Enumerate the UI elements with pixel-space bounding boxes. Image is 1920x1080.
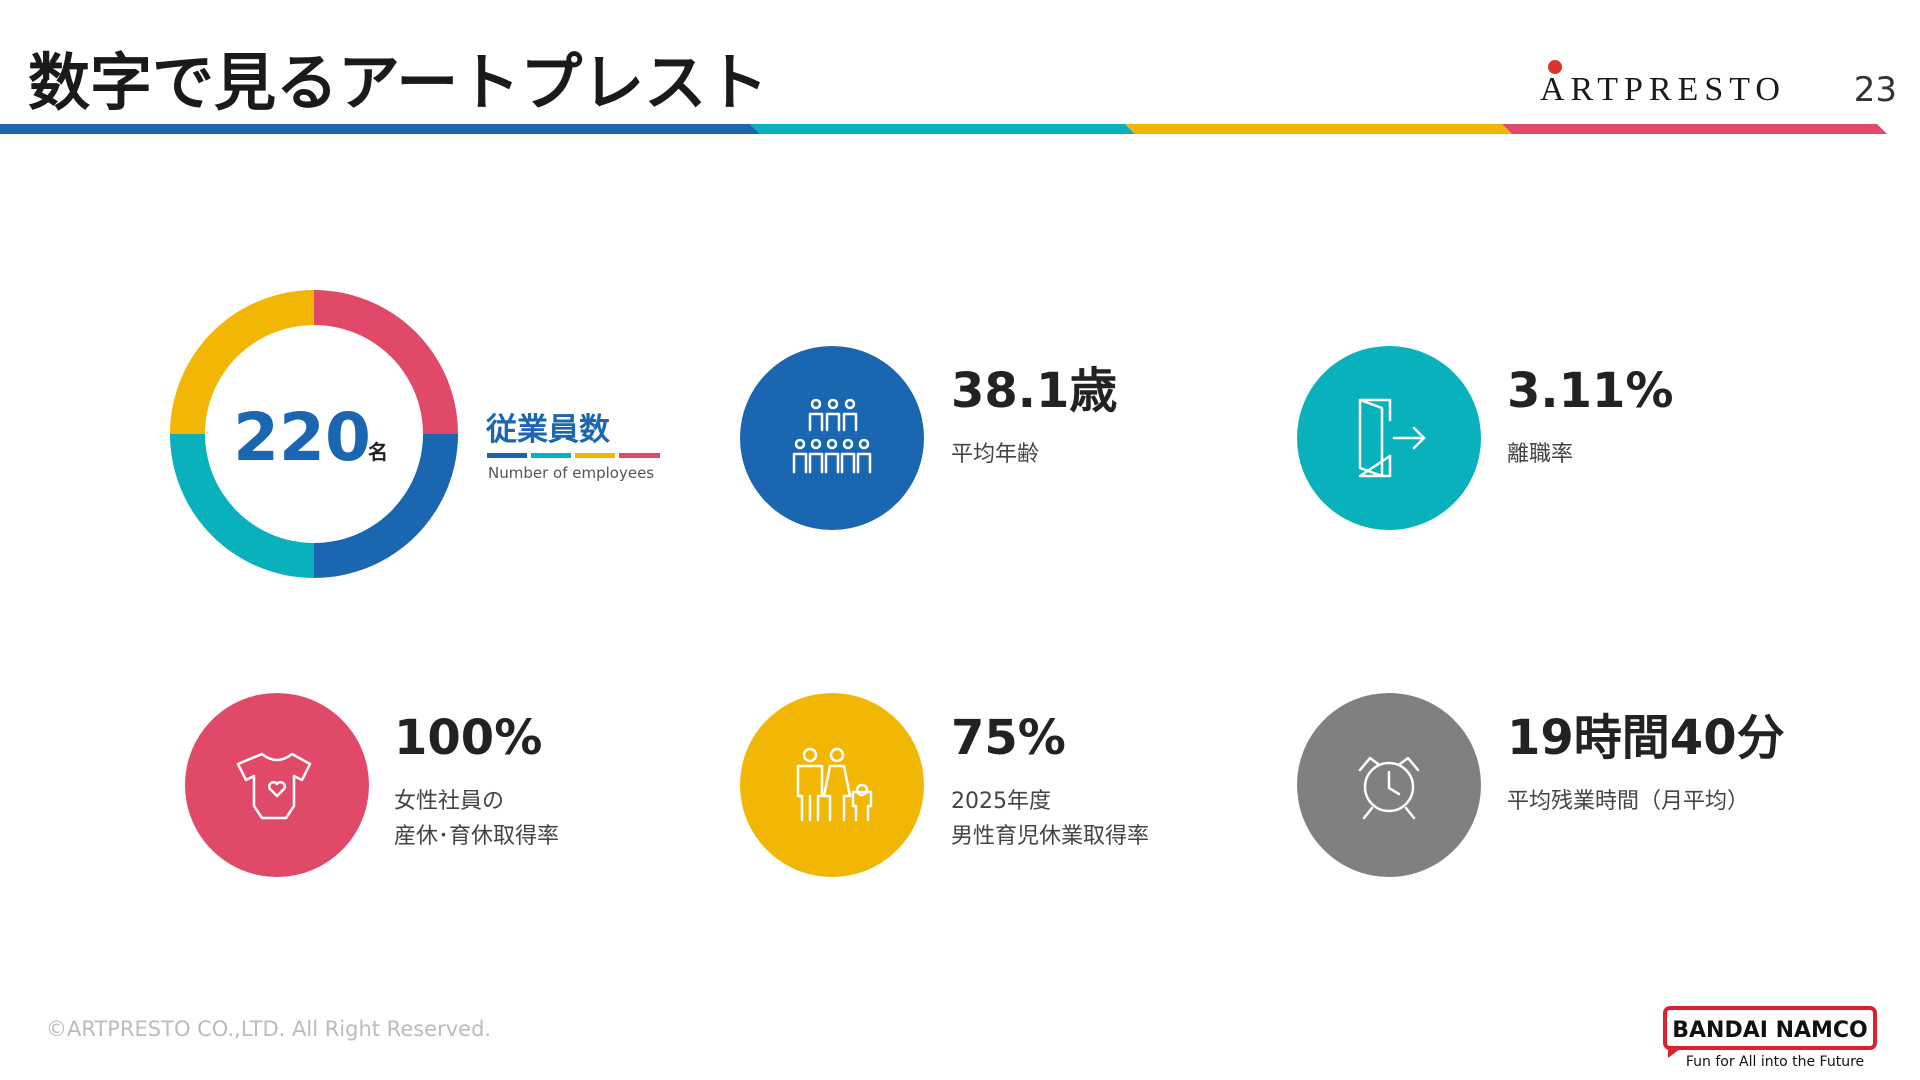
icon-circle xyxy=(740,346,924,530)
page-number: 23 xyxy=(1854,70,1897,110)
bar-yellow xyxy=(1125,124,1512,134)
stat-label: 平均残業時間（月平均） xyxy=(1507,789,1749,814)
employee-count: 220 xyxy=(233,399,371,476)
people-icon xyxy=(792,398,872,474)
underline-seg xyxy=(531,453,571,458)
stat-icons xyxy=(185,346,1481,877)
icon-circle xyxy=(1297,346,1481,530)
employee-sublabel: Number of employees xyxy=(488,464,654,482)
underline-seg xyxy=(619,453,660,458)
copyright: ©ARTPRESTO CO.,LTD. All Right Reserved. xyxy=(46,1017,491,1041)
donut-quarter xyxy=(170,434,314,578)
brand-tagline: Fun for All into the Future xyxy=(1686,1054,1864,1070)
brand-logo: BANDAI NAMCO Fun for All into the Future xyxy=(1663,1006,1877,1070)
family-icon xyxy=(796,747,873,822)
donut-quarter xyxy=(170,290,314,434)
stat-label: 2025年度 xyxy=(951,789,1051,814)
stat-value: 38.1歳 xyxy=(951,363,1117,419)
title: 数字で見るアートプレスト xyxy=(28,46,768,119)
stat-label: 平均年齢 xyxy=(951,442,1039,467)
employee-underline xyxy=(487,453,660,458)
stat-label: 男性育児休業取得率 xyxy=(951,824,1149,849)
donut-quarter xyxy=(314,290,458,434)
bar-teal xyxy=(750,124,1135,134)
header-bar xyxy=(0,124,1887,134)
logo-text: ARTPRESTO xyxy=(1540,71,1786,108)
logo-dot xyxy=(1548,60,1562,74)
stat-value: 75% xyxy=(951,710,1066,766)
stat-value: 19時間40分 xyxy=(1507,710,1785,766)
bar-blue xyxy=(0,124,760,134)
stat-value: 3.11% xyxy=(1507,363,1674,419)
logo: ARTPRESTO xyxy=(1540,60,1786,108)
brand-tail xyxy=(1668,1046,1684,1058)
brand-name: BANDAI NAMCO xyxy=(1672,1018,1868,1043)
stat-value: 100% xyxy=(394,710,542,766)
donut-quarter xyxy=(314,434,458,578)
employee-unit: 名 xyxy=(368,440,388,464)
bar-red xyxy=(1502,124,1887,134)
icon-circle xyxy=(740,693,924,877)
underline-seg xyxy=(487,453,527,458)
exit-icon xyxy=(1358,398,1426,478)
brand-frame xyxy=(1663,1006,1877,1050)
employee-label: 従業員数 xyxy=(485,412,610,448)
employees-donut xyxy=(170,290,458,578)
clock-icon xyxy=(1358,756,1420,820)
stat-label: 女性社員の xyxy=(394,789,504,814)
underline-seg xyxy=(575,453,615,458)
babywear-icon xyxy=(236,752,312,820)
stat-label: 離職率 xyxy=(1507,442,1573,467)
stat-label: 産休･育休取得率 xyxy=(394,824,559,849)
